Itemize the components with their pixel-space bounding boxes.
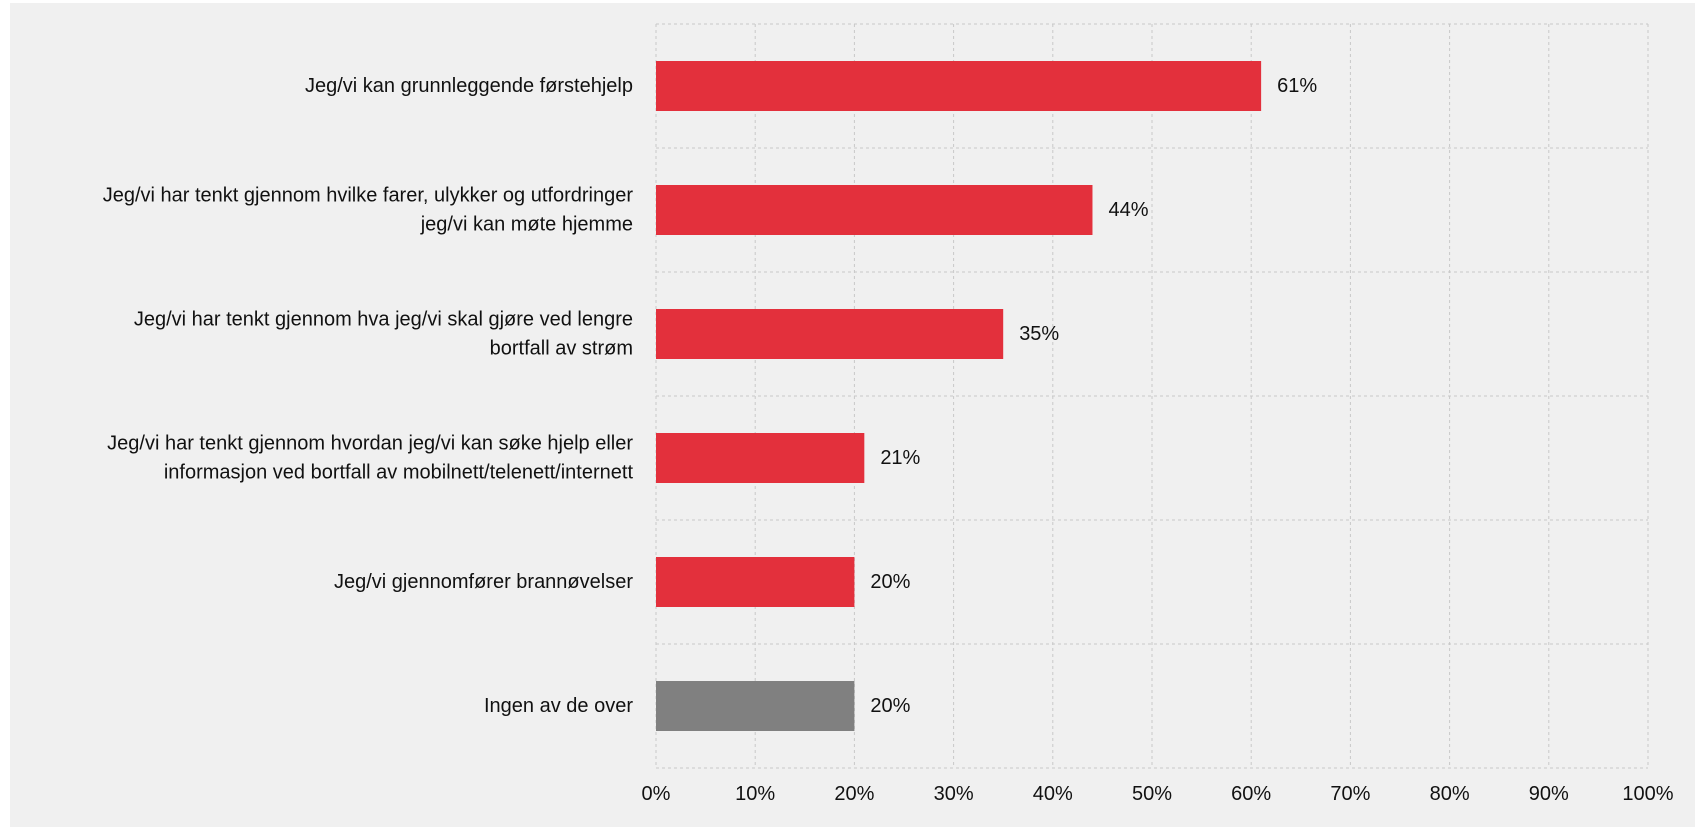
x-tick-label: 30%	[934, 783, 974, 805]
bar	[656, 309, 1004, 359]
labels-layer: 61% Jeg/vi kan grunnleggende førstehjelp 4…	[103, 75, 1318, 717]
category-label: Jeg/vi kan grunnleggende førstehjelp	[305, 75, 633, 97]
bar	[656, 433, 865, 483]
x-tick-label: 50%	[1132, 783, 1172, 805]
category-label: Jeg/vi har tenkt gjennom hvordan jeg/vi …	[107, 433, 633, 455]
category-label: jeg/vi kan møte hjemme	[420, 214, 633, 236]
category-label: Jeg/vi har tenkt gjennom hva jeg/vi skal…	[134, 309, 633, 331]
bar	[656, 185, 1093, 235]
bar	[656, 557, 855, 607]
category-label: informasjon ved bortfall av mobilnett/te…	[164, 462, 634, 484]
category-label: bortfall av strøm	[490, 338, 633, 360]
category-label: Jeg/vi har tenkt gjennom hvilke farer, u…	[103, 185, 634, 207]
x-tick-label: 60%	[1231, 783, 1271, 805]
x-tick-label: 0%	[642, 783, 671, 805]
value-label: 21%	[880, 447, 920, 469]
grid-layer	[655, 23, 1649, 769]
bar	[656, 681, 855, 731]
value-label: 20%	[870, 695, 910, 717]
x-tick-label: 20%	[834, 783, 874, 805]
x-axis-ticks: 0% 10% 20% 30% 40% 50% 60% 70% 80% 90% 100%	[642, 783, 1674, 805]
value-label: 61%	[1277, 75, 1317, 97]
category-label: Jeg/vi gjennomfører brannøvelser	[334, 571, 633, 593]
value-label: 44%	[1108, 199, 1148, 221]
bars-layer	[656, 61, 1262, 731]
category-label: Ingen av de over	[484, 695, 633, 717]
bar	[656, 61, 1262, 111]
x-tick-label: 100%	[1622, 783, 1673, 805]
x-tick-label: 90%	[1529, 783, 1569, 805]
x-tick-label: 10%	[735, 783, 775, 805]
x-tick-label: 70%	[1330, 783, 1370, 805]
value-label: 35%	[1019, 323, 1059, 345]
value-label: 20%	[870, 571, 910, 593]
x-tick-label: 40%	[1033, 783, 1073, 805]
x-tick-label: 80%	[1430, 783, 1470, 805]
